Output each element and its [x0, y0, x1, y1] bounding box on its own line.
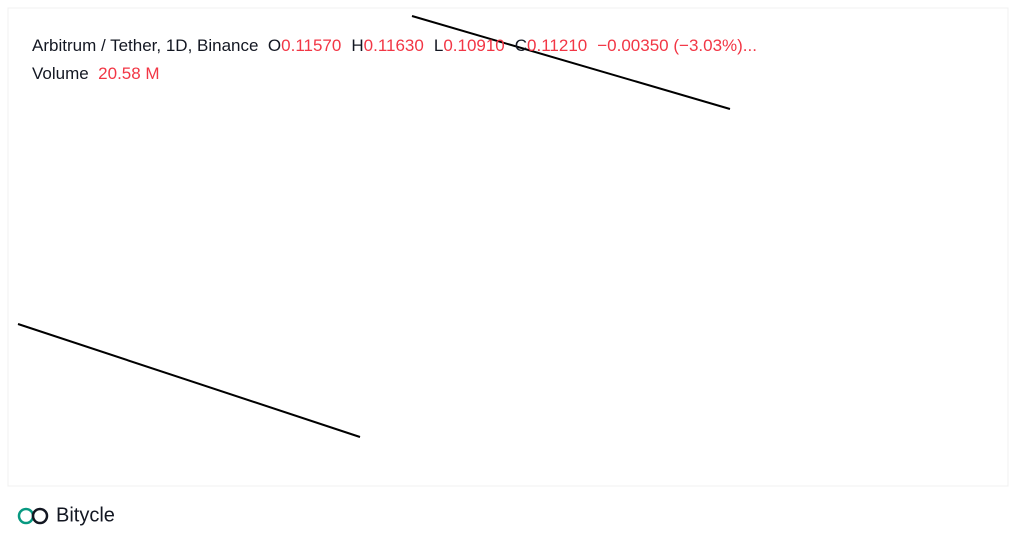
brand: Bitycle [56, 504, 115, 526]
chart-frame [7, 7, 1009, 487]
trend-line [17, 323, 361, 438]
ohlc-value: 0.10910 [443, 36, 505, 55]
ohlc-label: H [351, 36, 364, 55]
logo [17, 507, 49, 525]
ohlc-value: 0.11630 [363, 36, 424, 55]
ohlc-label: O [267, 36, 282, 55]
title: Arbitrum / Tether, 1D, Binance [32, 36, 259, 55]
ohlc-value: 0.11210 [527, 36, 588, 55]
trend-line [411, 15, 731, 110]
volume-label: Volume [32, 64, 89, 83]
header: Arbitrum / Tether, 1D, Binance O0.11570 H… [32, 32, 767, 88]
ohlc-label: L [433, 36, 444, 55]
ohlc-value: 0.11570 [281, 36, 342, 55]
ohlc-label: C [514, 36, 528, 55]
volume-value: 20.58 M [98, 64, 160, 83]
change: −0.00350 (−3.03%)... [597, 36, 757, 55]
